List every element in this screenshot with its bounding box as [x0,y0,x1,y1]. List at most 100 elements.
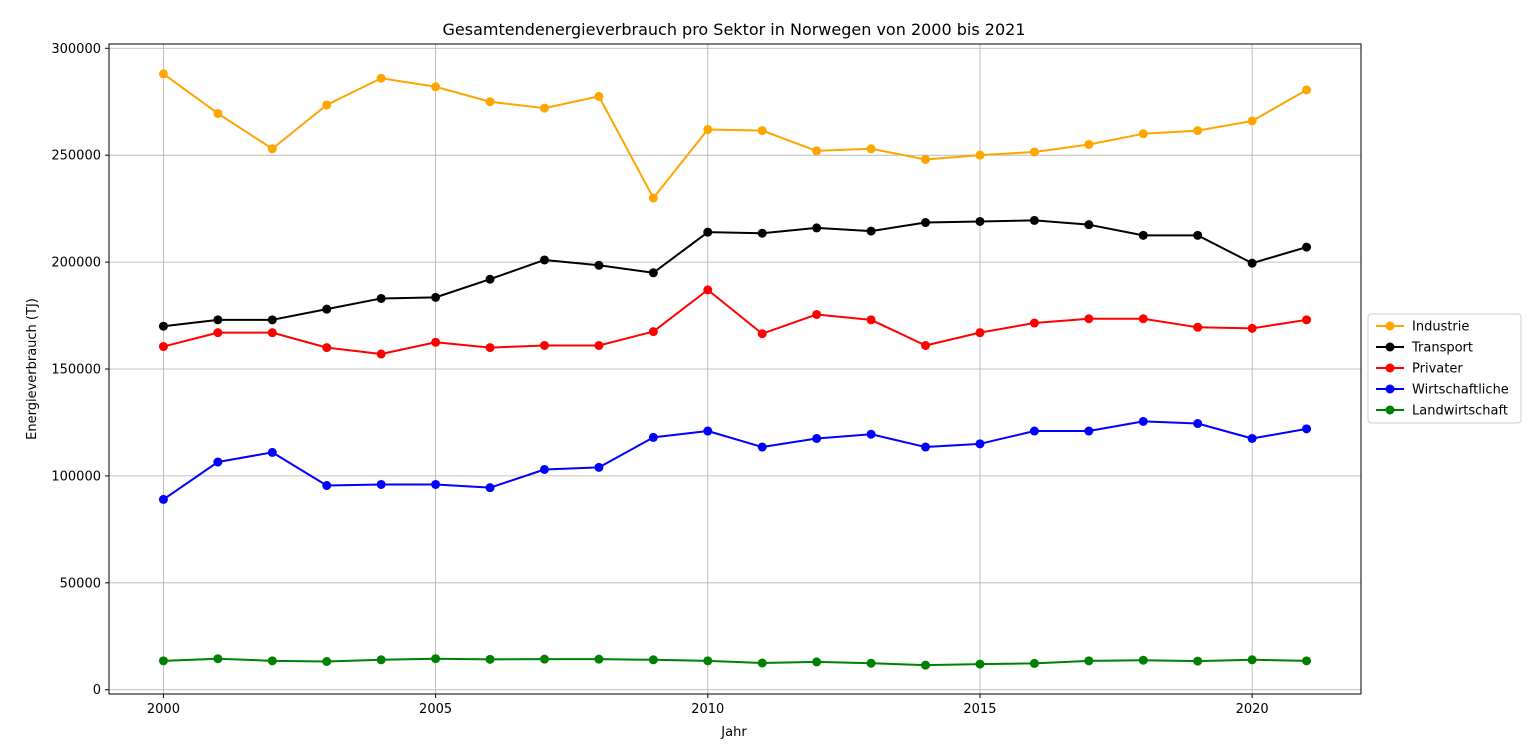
data-point-industrie [431,82,441,92]
data-point-transport [1138,230,1148,240]
data-point-wirtschaftliche [1138,416,1148,426]
data-point-industrie [812,146,822,156]
data-point-landwirtschaft [812,657,822,667]
legend-label: Transport [1411,341,1473,356]
data-point-industrie [1247,116,1257,126]
data-point-landwirtschaft [648,655,658,665]
data-point-transport [267,315,277,325]
data-point-wirtschaftliche [648,432,658,442]
data-point-wirtschaftliche [431,479,441,489]
x-axis-ticks: 2000 2005 2010 2015 2020 [147,694,1269,717]
data-point-industrie [1029,147,1039,157]
data-point-wirtschaftliche [866,429,876,439]
y-tick-label: 150000 [51,363,101,378]
data-point-transport [539,255,549,265]
data-point-privater [322,343,332,353]
legend-label: Industrie [1412,320,1469,335]
data-point-landwirtschaft [1247,655,1257,665]
data-point-landwirtschaft [921,660,931,670]
data-point-wirtschaftliche [921,442,931,452]
y-tick-label: 250000 [51,149,101,164]
series-transport [158,215,1312,331]
data-point-landwirtschaft [1302,656,1312,666]
data-point-transport [1247,258,1257,268]
data-point-industrie [539,103,549,113]
legend-swatch-marker [1385,384,1395,394]
data-point-landwirtschaft [213,654,223,664]
data-point-industrie [594,91,604,101]
data-point-privater [648,327,658,337]
data-point-industrie [1084,139,1094,149]
data-point-wirtschaftliche [322,481,332,491]
data-point-wirtschaftliche [1084,426,1094,436]
data-point-industrie [1138,129,1148,139]
legend-item-wirtschaftliche: Wirtschaftliche [1376,383,1509,398]
data-point-landwirtschaft [322,657,332,666]
series-line-privater [163,288,1307,356]
data-point-industrie [1302,85,1312,95]
data-point-landwirtschaft [376,655,386,665]
data-point-privater [267,328,277,338]
data-point-privater [1029,318,1039,328]
data-point-industrie [1193,126,1203,136]
legend-label: Landwirtschaft [1412,404,1508,419]
legend-item-landwirtschaft: Landwirtschaft [1376,404,1508,419]
data-point-privater [1138,314,1148,324]
data-point-privater [1193,322,1203,332]
legend-swatch-marker [1385,363,1395,373]
data-point-privater [485,343,495,353]
data-point-privater [921,340,931,350]
data-point-privater [1247,323,1257,333]
data-point-landwirtschaft [1138,655,1148,665]
data-point-transport [322,304,332,314]
y-tick-label: 50000 [60,576,101,591]
data-point-industrie [757,126,767,136]
data-point-wirtschaftliche [594,462,604,472]
x-axis-label: Jahr [720,725,747,740]
data-point-landwirtschaft [539,654,549,664]
y-tick-label: 100000 [51,469,101,484]
data-point-wirtschaftliche [267,447,277,457]
legend-swatch-marker [1385,405,1395,415]
legend: Industrie Transport Privater Wirtschaftlich… [1367,313,1522,424]
data-point-wirtschaftliche [975,439,985,449]
data-point-wirtschaftliche [1193,419,1203,429]
series-line-transport [163,219,1307,328]
data-point-landwirtschaft [431,654,441,664]
data-point-transport [648,268,658,278]
data-point-industrie [648,193,658,203]
data-point-privater [539,340,549,350]
data-point-wirtschaftliche [812,433,822,443]
data-point-wirtschaftliche [1029,426,1039,436]
series-wirtschaftliche [158,416,1312,504]
data-point-transport [594,260,604,270]
legend-item-industrie: Industrie [1376,320,1469,335]
data-point-industrie [322,100,332,110]
data-point-privater [376,349,386,359]
data-point-privater [812,309,822,319]
data-point-wirtschaftliche [703,426,713,436]
data-point-wirtschaftliche [485,483,495,493]
x-tick-label: 2000 [147,702,180,717]
data-point-transport [703,227,713,237]
data-point-industrie [703,125,713,135]
data-point-wirtschaftliche [539,464,549,474]
y-axis-label: Energieverbrauch (TJ) [25,298,40,440]
data-point-wirtschaftliche [1247,433,1257,443]
series-line-landwirtschaft [163,657,1307,667]
series-industrie [158,69,1312,203]
legend-label: Wirtschaftliche [1412,383,1509,398]
data-point-industrie [376,73,386,83]
data-point-transport [1029,215,1039,225]
data-point-landwirtschaft [703,656,713,666]
data-point-privater [431,337,441,347]
series-line-wirtschaftliche [162,420,1307,501]
data-point-transport [866,226,876,236]
x-tick-label: 2005 [419,702,452,717]
data-point-transport [431,292,441,302]
data-point-transport [975,216,985,226]
data-point-landwirtschaft [485,654,495,664]
legend-swatch-marker [1385,342,1395,352]
x-tick-label: 2010 [691,702,724,717]
data-point-privater [594,340,604,350]
